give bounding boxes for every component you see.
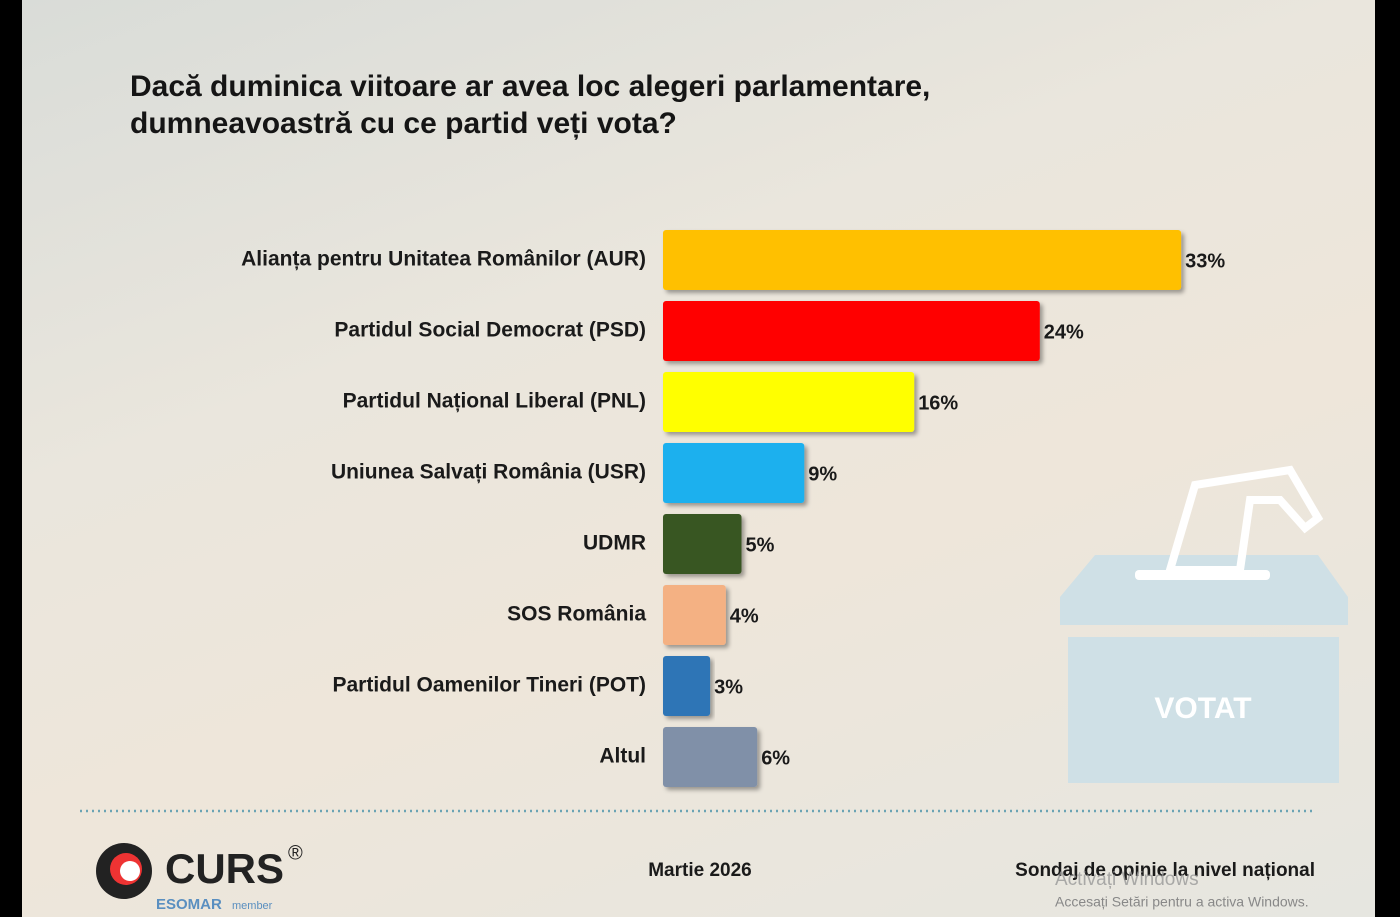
bar <box>663 585 726 645</box>
bar <box>663 656 711 716</box>
value-label: 4% <box>730 605 759 627</box>
logo-name: CURS <box>165 845 284 892</box>
value-label: 6% <box>761 747 790 769</box>
bar <box>663 514 742 574</box>
logo-org: ESOMAR <box>156 896 222 913</box>
value-label: 24% <box>1044 321 1084 343</box>
bar <box>663 301 1040 361</box>
watermark-text: Accesați Setări pentru a activa Windows. <box>1055 894 1309 910</box>
chart-title: Dacă duminica viitoare ar avea loc alege… <box>130 70 931 140</box>
footer-source: Sondaj de opinie la nivel național <box>1015 860 1315 881</box>
logo-suffix: member <box>232 900 273 912</box>
ballot-box: VOTAT <box>1060 465 1348 783</box>
category-label: Partidul Național Liberal (PNL) <box>343 390 646 413</box>
ballot-label: VOTAT <box>1154 692 1251 725</box>
value-label: 5% <box>746 534 775 556</box>
category-label: Uniunea Salvați România (USR) <box>331 461 646 484</box>
value-label: 9% <box>808 463 837 485</box>
category-label: Altul <box>599 745 646 768</box>
footer-date: Martie 2026 <box>648 860 752 881</box>
bar <box>663 443 805 503</box>
bar <box>663 372 915 432</box>
watermark-title: Activați Windows <box>1055 869 1199 890</box>
bar <box>663 230 1182 290</box>
category-label: Partidul Oamenilor Tineri (POT) <box>333 674 647 697</box>
category-label: Partidul Social Democrat (PSD) <box>334 319 646 342</box>
category-label: Alianța pentru Unitatea Românilor (AUR) <box>241 248 646 271</box>
value-label: 3% <box>714 676 743 698</box>
logo: CURS ® ESOMAR member <box>96 842 303 913</box>
value-label: 16% <box>918 392 958 414</box>
value-label: 33% <box>1185 250 1225 272</box>
bar <box>663 727 758 787</box>
category-label: SOS România <box>507 603 646 626</box>
logo-mark: ® <box>288 842 303 864</box>
category-label: UDMR <box>583 532 646 555</box>
